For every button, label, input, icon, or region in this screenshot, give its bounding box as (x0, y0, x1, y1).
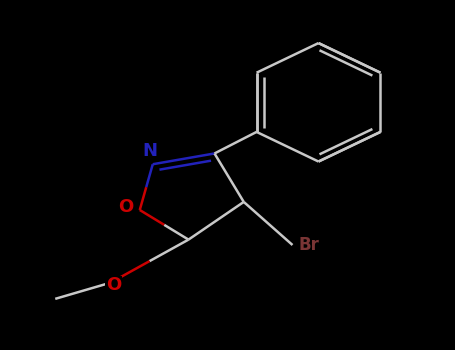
Text: Br: Br (298, 236, 319, 254)
Text: N: N (142, 142, 157, 160)
Text: O: O (118, 198, 133, 216)
Text: O: O (106, 276, 121, 294)
